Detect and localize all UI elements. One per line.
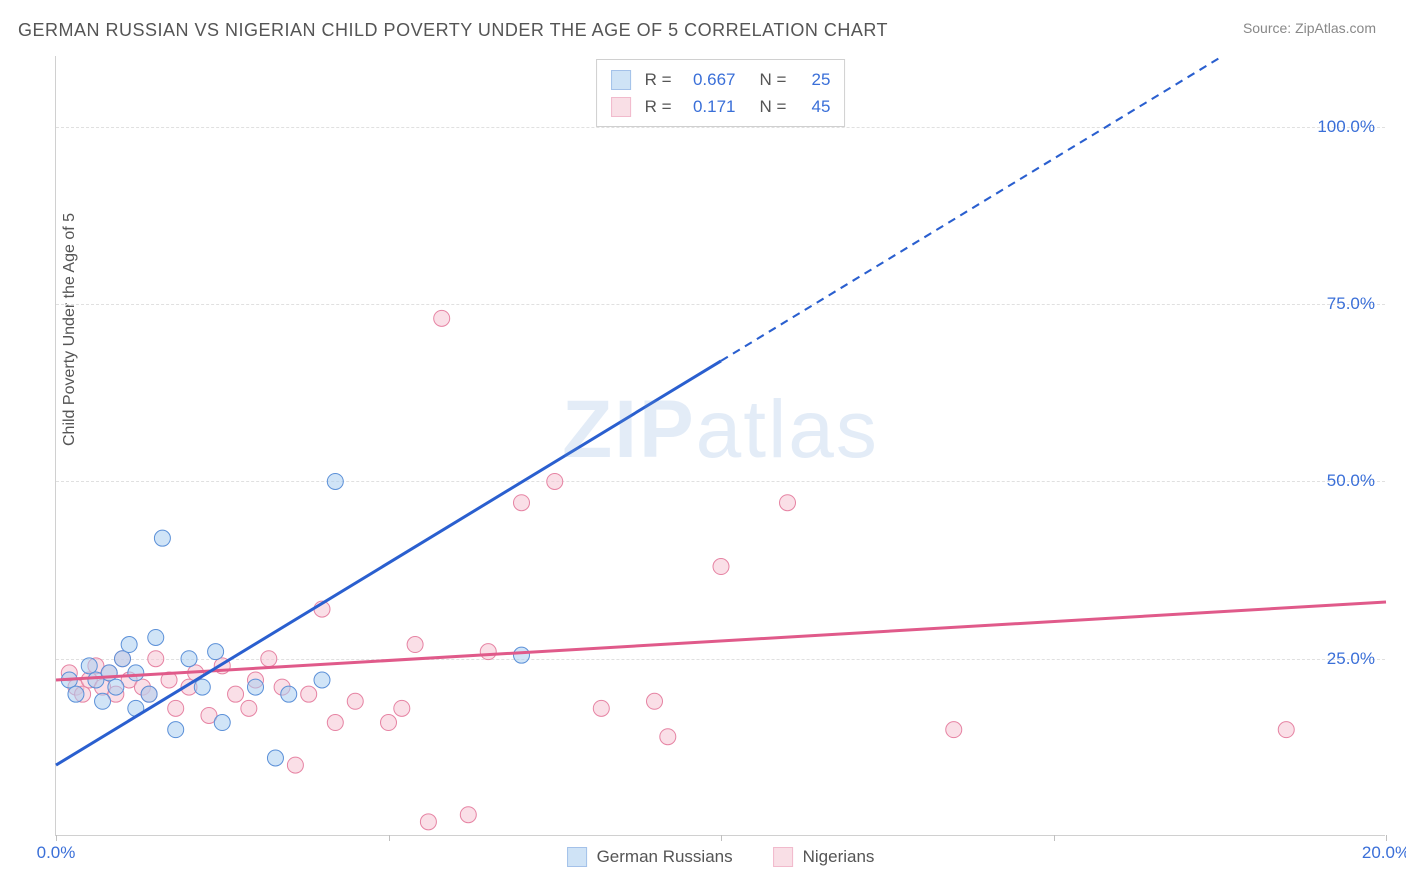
scatter-point — [68, 686, 84, 702]
scatter-point — [181, 651, 197, 667]
x-tick-mark — [1386, 835, 1387, 841]
regression-line — [56, 361, 721, 765]
scatter-point — [660, 729, 676, 745]
scatter-point — [81, 658, 97, 674]
chart-title: GERMAN RUSSIAN VS NIGERIAN CHILD POVERTY… — [18, 20, 888, 41]
x-tick-label: 0.0% — [37, 843, 76, 863]
x-tick-mark — [1054, 835, 1055, 841]
scatter-point — [420, 814, 436, 830]
legend-n-label: N = — [760, 93, 787, 120]
scatter-point — [514, 647, 530, 663]
x-tick-mark — [721, 835, 722, 841]
source-attribution: Source: ZipAtlas.com — [1243, 20, 1376, 36]
scatter-point — [327, 473, 343, 489]
scatter-point — [228, 686, 244, 702]
legend-series-item: Nigerians — [773, 847, 875, 867]
plot-area: Child Poverty Under the Age of 5 25.0%50… — [55, 56, 1385, 836]
legend-n-value: 25 — [800, 66, 830, 93]
scatter-point — [713, 559, 729, 575]
legend-r-value: 0.171 — [686, 93, 736, 120]
scatter-point — [314, 672, 330, 688]
scatter-point — [514, 495, 530, 511]
legend-series: German Russians Nigerians — [567, 847, 875, 867]
regression-line — [56, 602, 1386, 680]
scatter-point — [347, 693, 363, 709]
legend-series-label: Nigerians — [803, 847, 875, 867]
legend-n-value: 45 — [800, 93, 830, 120]
x-tick-mark — [389, 835, 390, 841]
legend-series-label: German Russians — [597, 847, 733, 867]
scatter-point — [593, 700, 609, 716]
scatter-point — [394, 700, 410, 716]
scatter-point — [647, 693, 663, 709]
scatter-point — [148, 629, 164, 645]
scatter-point — [121, 637, 137, 653]
scatter-point — [946, 722, 962, 738]
legend-n-label: N = — [760, 66, 787, 93]
legend-stats: R = 0.667 N = 25 R = 0.171 N = 45 — [596, 59, 846, 127]
scatter-point — [547, 473, 563, 489]
scatter-point — [154, 530, 170, 546]
scatter-point — [281, 686, 297, 702]
legend-swatch — [611, 97, 631, 117]
legend-r-label: R = — [645, 93, 672, 120]
x-tick-label: 20.0% — [1362, 843, 1406, 863]
scatter-point — [241, 700, 257, 716]
scatter-point — [460, 807, 476, 823]
x-tick-mark — [56, 835, 57, 841]
legend-stats-row: R = 0.667 N = 25 — [611, 66, 831, 93]
legend-swatch — [567, 847, 587, 867]
legend-r-value: 0.667 — [686, 66, 736, 93]
scatter-point — [141, 686, 157, 702]
legend-swatch — [773, 847, 793, 867]
scatter-point — [381, 715, 397, 731]
legend-r-label: R = — [645, 66, 672, 93]
scatter-point — [168, 700, 184, 716]
scatter-point — [301, 686, 317, 702]
scatter-point — [194, 679, 210, 695]
scatter-point — [407, 637, 423, 653]
scatter-point — [115, 651, 131, 667]
legend-stats-row: R = 0.171 N = 45 — [611, 93, 831, 120]
scatter-point — [1278, 722, 1294, 738]
scatter-point — [128, 665, 144, 681]
scatter-point — [214, 715, 230, 731]
scatter-point — [267, 750, 283, 766]
scatter-point — [168, 722, 184, 738]
legend-swatch — [611, 70, 631, 90]
scatter-point — [780, 495, 796, 511]
scatter-point — [287, 757, 303, 773]
scatter-point — [148, 651, 164, 667]
scatter-point — [95, 693, 111, 709]
scatter-point — [327, 715, 343, 731]
scatter-point — [261, 651, 277, 667]
legend-series-item: German Russians — [567, 847, 733, 867]
scatter-point — [480, 644, 496, 660]
scatter-point — [208, 644, 224, 660]
scatter-point — [248, 679, 264, 695]
scatter-point — [108, 679, 124, 695]
scatter-point — [434, 310, 450, 326]
scatter-chart — [56, 56, 1385, 835]
